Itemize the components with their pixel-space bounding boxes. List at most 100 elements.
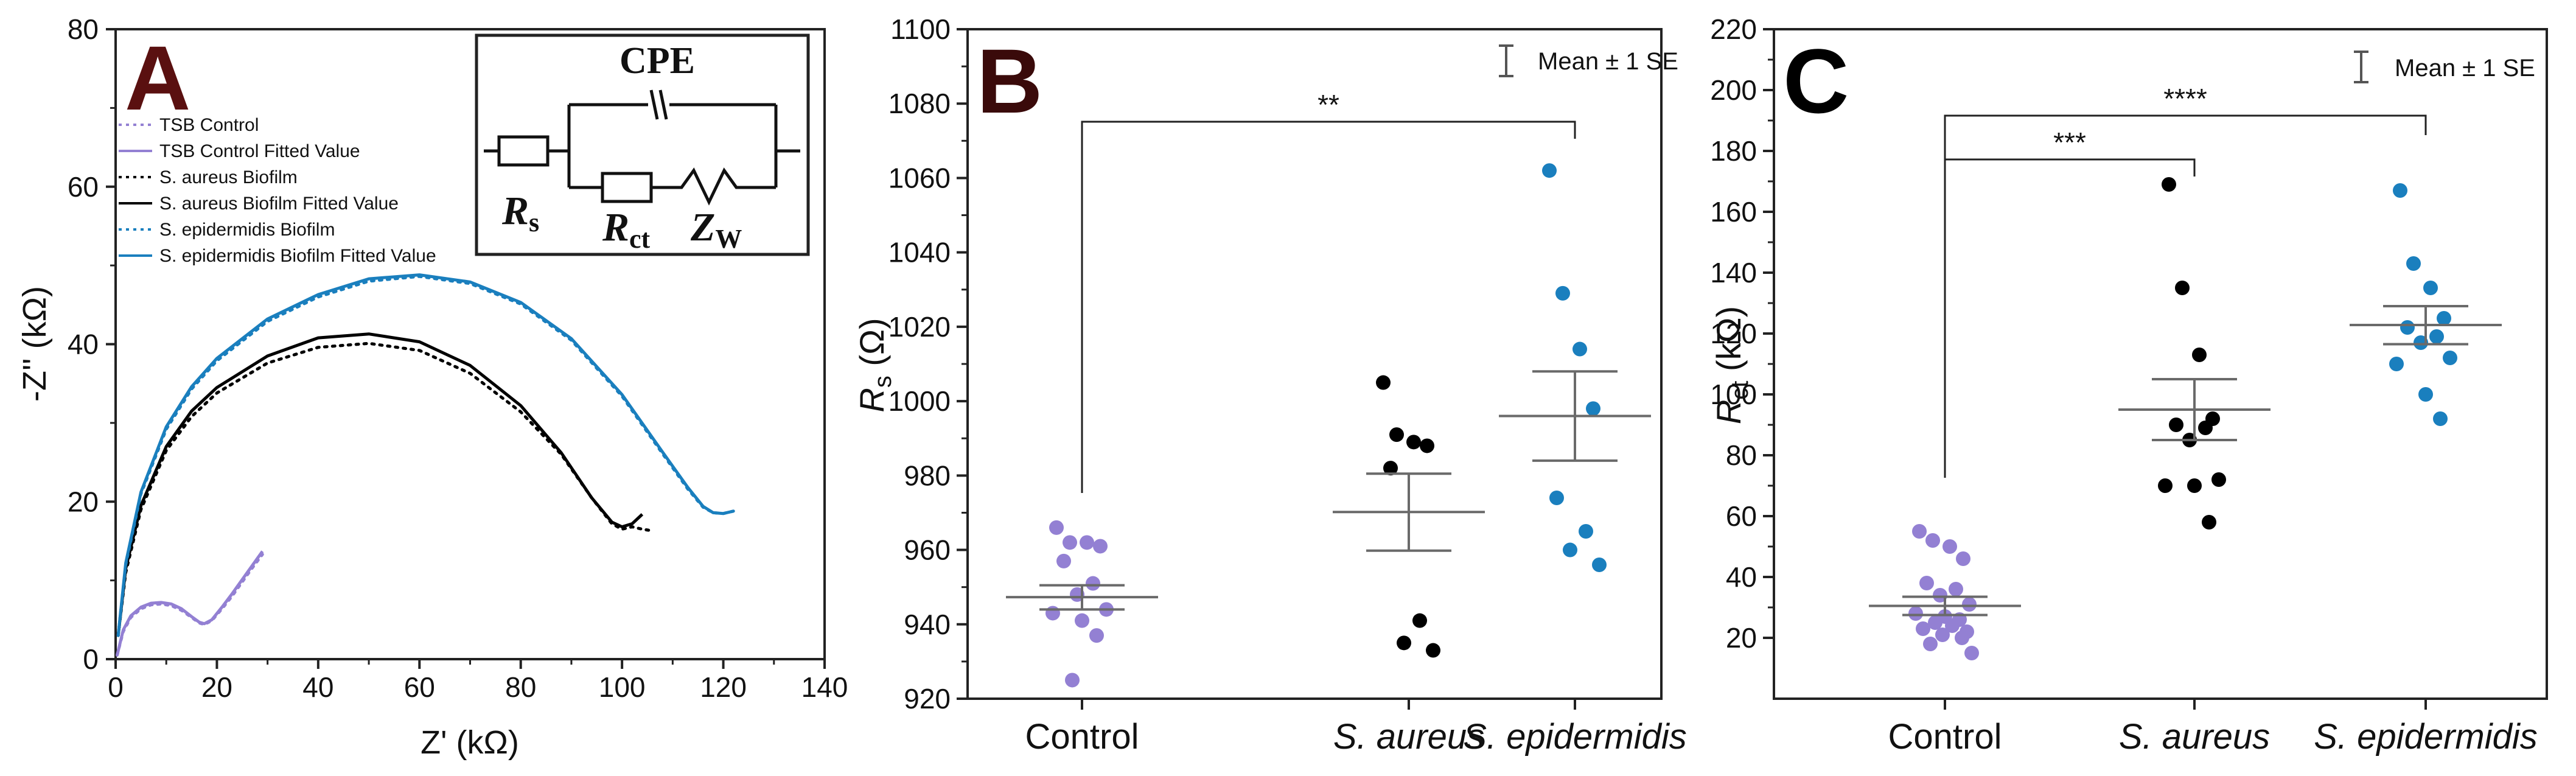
- panel-a-xtick-label: 100: [599, 671, 646, 703]
- panel-a-ytick-label: 40: [68, 329, 99, 360]
- panel-c-ylabel: Rct (kΩ): [1709, 306, 1753, 424]
- panel-c-point-s-epidermidis: [2406, 256, 2421, 271]
- series-line-s-epidermidis-biofilm: [116, 274, 735, 637]
- panel-b-point-s-aureus: [1389, 427, 1404, 442]
- panel-c-point-control: [1935, 627, 1950, 642]
- panel-a-xtick-label: 20: [201, 671, 232, 703]
- panel-b-point-s-epidermidis: [1555, 285, 1570, 301]
- panel-c-point-control: [1912, 524, 1927, 539]
- warburg-element: [651, 167, 776, 206]
- panel-c-ytick-label: 60: [1726, 500, 1757, 532]
- panel-b-point-control: [1093, 539, 1108, 554]
- panel-c-ytick-label: 140: [1710, 257, 1757, 288]
- panel-a-ticks: 0 20 40 60 80 100 120 140 0 20 40 60 80: [68, 13, 848, 703]
- panel-c-xtick-label-s-aureus: S. aureus: [2119, 717, 2270, 757]
- panel-c-ytick-label: 20: [1726, 622, 1757, 654]
- panel-c-point-s-aureus: [2198, 421, 2213, 435]
- panel-b-significance-label: **: [1318, 89, 1339, 121]
- panel-b-significance-bracket: [1081, 121, 1576, 493]
- panel-c-legend: Mean ± 1 SE: [2354, 51, 2535, 83]
- legend-label-aureus: S. aureus Biofilm: [159, 167, 298, 187]
- panel-c-legend-label: Mean ± 1 SE: [2395, 55, 2535, 82]
- panel-a-ytick-label: 0: [83, 643, 99, 675]
- panel-c-point-control: [1916, 621, 1930, 636]
- panel-b-point-control: [1065, 673, 1080, 688]
- panel-c-point-s-epidermidis: [2400, 320, 2415, 335]
- panel-b-point-control: [1045, 606, 1060, 621]
- panel-b-ytick-label: 1100: [890, 13, 951, 45]
- panel-c-significance-label: ***: [2053, 127, 2086, 158]
- panel-b-legend-label: Mean ± 1 SE: [1538, 48, 1678, 75]
- panel-b-point-control: [1049, 520, 1064, 535]
- panel-a-xlabel: Z' (kΩ): [421, 724, 519, 761]
- panel-b-ytick-label: 960: [904, 534, 951, 566]
- panel-c-point-s-epidermidis: [2429, 329, 2444, 344]
- panel-c-point-s-aureus: [2187, 478, 2202, 493]
- panel-b-point-s-aureus: [1397, 635, 1411, 651]
- panel-a-xtick-label: 60: [404, 671, 435, 703]
- series-line-tsb-control-fitted-value: [116, 550, 264, 656]
- panel-b-point-control: [1075, 613, 1089, 628]
- panel-a-series-lines: [116, 273, 735, 657]
- panel-c-point-control: [1919, 576, 1934, 590]
- panel-b-point-s-epidermidis: [1579, 524, 1593, 539]
- panel-c-significance-bracket: [1944, 114, 2427, 159]
- panel-b-ytick-label: 1060: [888, 162, 951, 194]
- panel-c-point-control: [1925, 533, 1940, 548]
- legend-label-epidermidis: S. epidermidis Biofilm: [159, 220, 335, 240]
- panel-a-ytick-label: 20: [68, 486, 99, 517]
- panel-c-point-s-aureus: [2192, 348, 2207, 362]
- panel-b-point-s-epidermidis: [1572, 341, 1587, 357]
- panel-b-point-control: [1056, 553, 1071, 568]
- panel-a-circuit-inset: CPE Rs Rct ZW: [475, 33, 810, 256]
- panel-a: A 0 20 40 60 80 100 120 140 0 20 40 60 80 Z' (kΩ) -Z…: [16, 13, 848, 761]
- panel-a-letter: A: [125, 27, 190, 129]
- circuit-wires: [484, 89, 800, 206]
- legend-label-aureus-fit: S. aureus Biofilm Fitted Value: [159, 194, 399, 214]
- panel-b-point-s-epidermidis: [1563, 542, 1577, 558]
- panel-b-ytick-label: 940: [904, 609, 951, 640]
- panel-b-point-control: [1063, 535, 1077, 550]
- panel-c-ytick-label: 100: [1710, 379, 1757, 410]
- panel-b-point-s-aureus: [1412, 613, 1427, 628]
- panel-a-xtick-label: 80: [505, 671, 536, 703]
- panel-c-point-s-epidermidis: [2418, 387, 2433, 402]
- panel-b-point-control: [1086, 576, 1100, 591]
- panel-c-point-s-epidermidis: [2443, 351, 2457, 365]
- panel-b-point-s-aureus: [1376, 375, 1391, 390]
- panel-c-point-s-aureus: [2158, 478, 2173, 493]
- panel-a-ylabel: -Z'' (kΩ): [16, 286, 53, 402]
- panel-c-point-s-aureus: [2202, 515, 2216, 530]
- panel-c-ytick-label: 200: [1710, 74, 1757, 106]
- panel-b-point-s-aureus: [1406, 435, 1421, 450]
- panel-c-point-s-epidermidis: [2423, 281, 2438, 295]
- panel-b-ytick-label: 1000: [888, 385, 951, 417]
- panel-c-point-control: [1964, 646, 1979, 660]
- panel-b-ytick-label: 980: [904, 460, 951, 491]
- panel-c-point-control: [1956, 551, 1970, 566]
- panel-c-point-s-epidermidis: [2393, 183, 2407, 198]
- panel-c-point-s-aureus: [2211, 472, 2226, 487]
- panel-c-point-control: [1928, 615, 1942, 630]
- series-line-s-aureus-biofilm: [116, 341, 654, 637]
- panel-b-point-control: [1089, 628, 1104, 643]
- panel-b-xtick-label-control: Control: [1025, 717, 1139, 757]
- panel-a-xtick-label: 40: [302, 671, 333, 703]
- panel-c-point-s-aureus: [2162, 177, 2176, 192]
- legend-label-tsb-control: TSB Control: [159, 115, 259, 135]
- panel-c-ytick-label: 220: [1710, 13, 1757, 45]
- panel-a-ytick-label: 80: [68, 13, 99, 45]
- cpe-label: CPE: [620, 40, 695, 82]
- panel-b-ytick-label: 1020: [888, 311, 951, 343]
- panel-c-letter: C: [1783, 30, 1849, 132]
- panel-a-ytick-label: 60: [68, 171, 99, 203]
- panel-b-xtick-label-s-aureus: S. aureus: [1333, 717, 1484, 757]
- panel-c-point-s-epidermidis: [2389, 357, 2404, 371]
- panel-b: B 920 940 960 980 1000 1020 1040 1060 1080 1100 Co…: [853, 13, 1687, 757]
- panel-c-ytick-label: 120: [1710, 318, 1757, 349]
- panel-c-point-control: [1955, 631, 1969, 645]
- series-line-s-aureus-biofilm-fitted-value: [116, 332, 644, 636]
- panel-c-point-control: [1949, 582, 1963, 596]
- panel-b-legend: Mean ± 1 SE: [1499, 44, 1678, 77]
